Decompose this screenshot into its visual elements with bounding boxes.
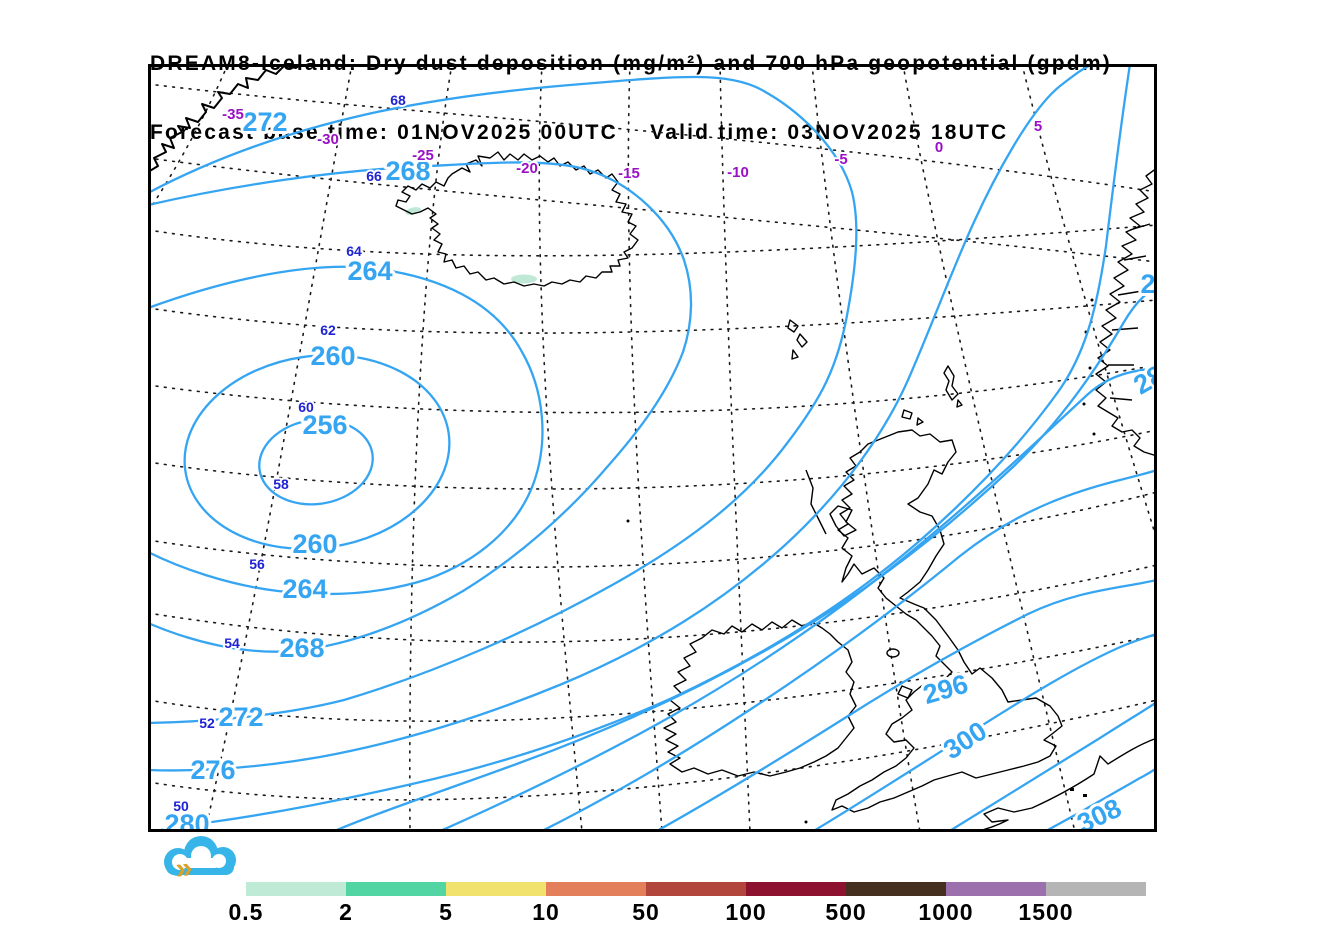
colorbar-segment (346, 882, 446, 896)
contour-label: 256 (302, 410, 347, 440)
contour-256 (258, 418, 374, 506)
contour-label: 268 (279, 633, 324, 663)
small-islands (626, 519, 1087, 824)
contour-label: 280 (164, 809, 209, 832)
coast-isle-of-man (886, 648, 900, 658)
map-frame (148, 64, 1157, 832)
lon-label: -35 (222, 106, 244, 123)
contour-308 (1042, 766, 1157, 832)
lon-label: -15 (618, 165, 640, 182)
contour-304 (946, 700, 1157, 832)
colorbar-segment (946, 882, 1046, 896)
coast-norway (1095, 167, 1157, 457)
contour-296 (653, 578, 1157, 832)
geopotential-contours (148, 64, 1157, 832)
colorbar-tick: 1500 (1018, 899, 1074, 925)
lon-label: -30 (317, 131, 339, 148)
contour-label: 284 (1140, 269, 1157, 299)
contour-label: 264 (282, 574, 327, 604)
lon-label: -25 (412, 147, 434, 164)
contour-260 (183, 353, 451, 551)
colorbar-segment (246, 882, 346, 896)
contour-300 (810, 632, 1157, 832)
contour-label: 272 (218, 702, 263, 732)
coast-norway-fjords (1108, 223, 1151, 401)
map: 272 268 264 260 256 260 264 268 272 276 … (148, 64, 1157, 832)
latitude-label-group: 68 66 64 62 60 58 56 54 52 50 (171, 90, 408, 816)
colorbar-tick: 500 (825, 899, 867, 925)
dust-deposition-patches (405, 207, 537, 284)
coast-great-britain (831, 429, 1063, 813)
contour-label: 268 (385, 156, 430, 186)
lat-label: 64 (346, 243, 362, 259)
colorbar-segment (1046, 882, 1146, 896)
contour-label: 308 (1072, 793, 1126, 832)
colorbar-segment (546, 882, 646, 896)
coast-orkney (901, 409, 924, 426)
lon-label: 5 (1034, 118, 1042, 135)
colorbar-tick: 2 (339, 899, 353, 925)
colorbar-tick: 5 (439, 899, 453, 925)
lat-label: 62 (320, 322, 336, 338)
coast-faroe (787, 319, 808, 360)
seevccc-logo: » SEEVCCC (146, 836, 506, 882)
deposition-colorbar (246, 882, 1146, 896)
colorbar-segment (646, 882, 746, 896)
contour-280 (150, 64, 1132, 832)
coast-shetland (943, 365, 963, 408)
lat-label: 52 (199, 715, 215, 731)
colorbar-segment (846, 882, 946, 896)
lat-label: 54 (224, 635, 240, 651)
colorbar-tick: 0.5 (228, 899, 264, 925)
contour-label: 296 (920, 669, 972, 710)
norway-islands (1082, 298, 1096, 436)
contour-label: 264 (347, 256, 392, 286)
contour-label: 276 (190, 755, 235, 785)
contour-label: 272 (242, 107, 287, 137)
contour-288 (436, 366, 1157, 832)
lat-label: 58 (273, 476, 289, 492)
contour-label: 260 (292, 529, 337, 559)
longitude-label-group: -35 -30 -25 -20 -15 -10 -5 0 5 (220, 104, 1044, 184)
coast-france (973, 737, 1157, 832)
lat-label: 60 (298, 399, 314, 415)
lon-label: -20 (516, 160, 538, 177)
lon-label: 0 (935, 139, 943, 156)
lat-label: 66 (366, 168, 382, 184)
colorbar-tick: 50 (632, 899, 660, 925)
contour-284 (330, 285, 1157, 832)
colorbar-tick: 100 (725, 899, 767, 925)
contour-272 (148, 75, 858, 725)
colorbar-segment (746, 882, 846, 896)
coast-hebrides (805, 469, 857, 537)
lat-label: 50 (173, 798, 189, 814)
lat-label: 56 (249, 556, 265, 572)
lon-label: -5 (834, 151, 847, 168)
product-subtitle: Forecast base time: 01NOV2025 00UTC Vali… (150, 121, 1009, 144)
contour-276 (148, 64, 1095, 772)
colorbar-tick: 10 (532, 899, 560, 925)
coast-ireland (663, 619, 857, 777)
cloud-icon: » (164, 836, 236, 882)
contour-268 (148, 161, 693, 653)
graticule (148, 64, 1157, 832)
colorbar-tick: 1000 (918, 899, 974, 925)
product-title: DREAM8-Iceland: Dry dust deposition (mg/… (150, 52, 1112, 75)
contour-label: 260 (310, 341, 355, 371)
lat-label: 68 (390, 92, 406, 108)
colorbar-segment (446, 882, 546, 896)
coast-anglesey (897, 685, 913, 699)
contour-292 (538, 468, 1157, 832)
lon-label: -10 (727, 164, 749, 181)
coast-greenland (148, 64, 303, 173)
coast-iceland (395, 151, 639, 287)
contour-264 (148, 265, 544, 596)
coastlines (148, 64, 1157, 832)
svg-text:»: » (174, 851, 194, 882)
contour-label: 288 (1128, 352, 1157, 401)
